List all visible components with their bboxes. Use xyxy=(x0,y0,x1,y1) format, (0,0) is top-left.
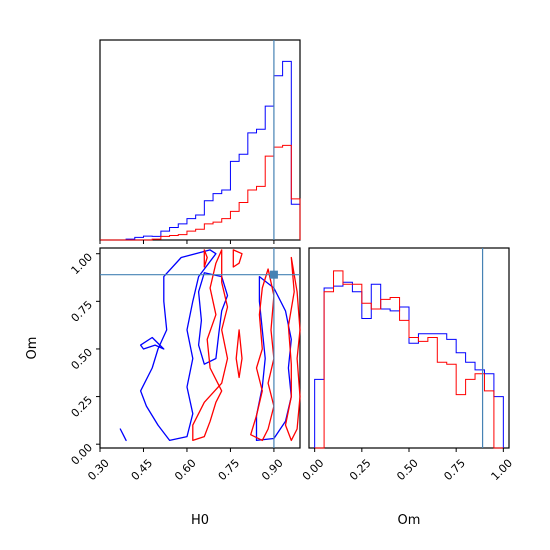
h0-x-tick-label-1: 0.45 xyxy=(129,457,156,484)
joint-truth-marker xyxy=(269,270,278,279)
y-axis-label-om: Om xyxy=(25,337,40,360)
x-axis-label-om: Om xyxy=(398,513,421,528)
contour-red-8 xyxy=(284,256,301,442)
h0-x-tick-label-0: 0.30 xyxy=(85,457,112,484)
h0-histogram xyxy=(100,40,301,241)
om-histogram-frame xyxy=(308,247,510,449)
contour-blue-1 xyxy=(197,272,229,365)
joint-x-ticks: 0.30 0.45 0.60 0.75 0.90 xyxy=(85,448,286,484)
om-x-tick-label-1: 0.25 xyxy=(347,457,374,484)
h0-histogram-frame xyxy=(99,39,301,241)
om-x-tick-label-2: 0.50 xyxy=(394,457,421,484)
contour-blue-0 xyxy=(139,249,217,442)
om-histogram-panel: 0.00 0.25 0.50 0.75 1.00 Om xyxy=(300,247,515,528)
x-axis-label-h0: H0 xyxy=(191,513,209,528)
h0-x-tick-label-2: 0.60 xyxy=(172,457,199,484)
h0-hist-series-blue xyxy=(100,60,301,241)
om-y-tick-label-2: 0.50 xyxy=(69,346,96,373)
om-y-tick-label-0: 0.00 xyxy=(69,441,96,468)
contour-blue-3 xyxy=(119,428,127,442)
om-histogram xyxy=(314,248,504,449)
om-x-ticks: 0.00 0.25 0.50 0.75 1.00 xyxy=(300,448,515,483)
joint-panel: 0.30 0.45 0.60 0.75 0.90 0.00 0.25 0.50 0.75 1.0… xyxy=(25,247,301,528)
joint-contours xyxy=(119,249,301,442)
contour-red-9 xyxy=(203,249,208,268)
contour-blue-4 xyxy=(139,336,165,350)
om-y-tick-label-1: 0.25 xyxy=(69,394,96,421)
contour-red-5 xyxy=(192,249,229,442)
joint-y-ticks: 0.00 0.25 0.50 0.75 1.00 xyxy=(69,251,100,468)
h0-x-tick-label-3: 0.75 xyxy=(216,457,243,484)
h0-histogram-panel xyxy=(99,39,301,244)
h0-x-tick-label-4: 0.90 xyxy=(259,457,286,484)
om-y-tick-label-4: 1.00 xyxy=(69,251,96,278)
om-hist-series-red xyxy=(314,270,504,449)
om-y-tick-label-3: 0.75 xyxy=(69,298,96,325)
contour-red-6 xyxy=(235,329,243,379)
joint-truth-lines xyxy=(100,248,300,448)
contour-red-7 xyxy=(250,268,275,442)
om-x-tick-label-0: 0.00 xyxy=(300,457,327,484)
contour-red-10 xyxy=(232,249,243,268)
om-x-tick-label-3: 0.75 xyxy=(441,457,468,484)
om-x-tick-label-4: 1.00 xyxy=(489,457,516,484)
h0-histogram-ticks xyxy=(99,240,275,244)
